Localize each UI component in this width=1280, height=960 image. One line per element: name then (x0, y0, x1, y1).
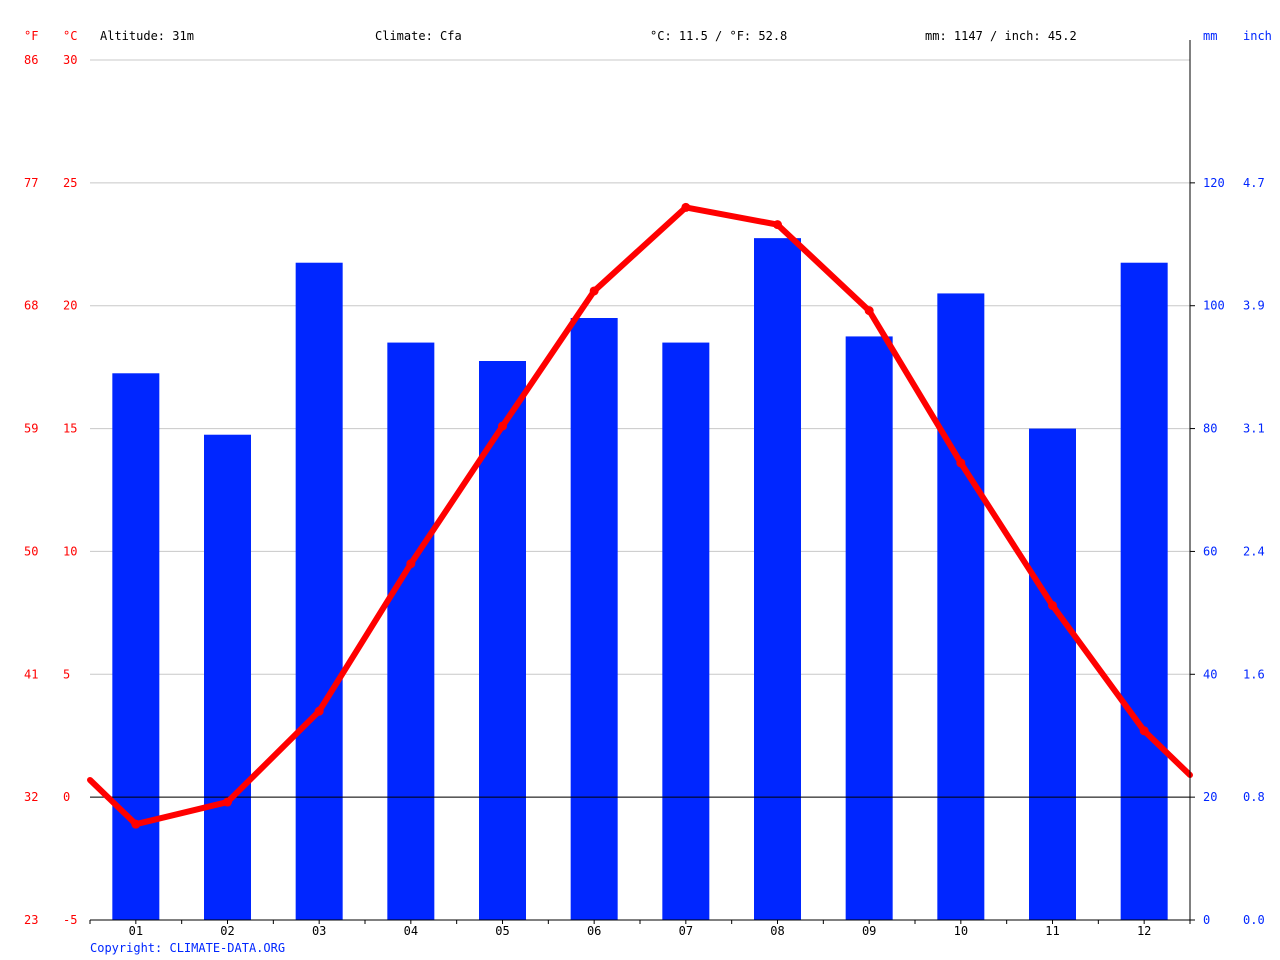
fahrenheit-tick-label: 41 (24, 667, 38, 681)
temperature-point (1048, 600, 1057, 610)
inch-tick-label: 3.1 (1243, 422, 1265, 436)
temperature-point (681, 202, 691, 212)
month-tick-label: 06 (587, 924, 601, 938)
month-tick-label: 02 (220, 924, 234, 938)
month-tick-label: 12 (1137, 924, 1151, 938)
fahrenheit-tick-label: 77 (24, 176, 38, 190)
celsius-tick-label: -5 (63, 913, 77, 927)
axes (89, 40, 1195, 924)
temperature-point (589, 286, 599, 296)
temperature-point (773, 220, 782, 230)
precipitation-bar (479, 361, 526, 920)
celsius-tick-label: 15 (63, 422, 77, 436)
precipitation-bar (754, 238, 801, 921)
month-tick-label: 03 (312, 924, 326, 938)
temperature-point (498, 421, 507, 431)
inch-tick-label: 4.7 (1243, 176, 1265, 190)
mm-tick-label: 40 (1203, 667, 1217, 681)
fahrenheit-tick-label: 23 (24, 913, 38, 927)
precipitation-bar (112, 373, 160, 920)
mm-tick-label: 0 (1203, 913, 1210, 927)
temperature-point (406, 559, 416, 569)
precipitation-bar (937, 293, 985, 920)
average-temperature-label: °C: 11.5 / °F: 52.8 (650, 29, 787, 43)
temperature-point (131, 819, 141, 829)
copyright-text: Copyright: CLIMATE-DATA.ORG (90, 941, 285, 955)
precipitation-bar (1120, 262, 1168, 920)
altitude-label: Altitude: 31m (100, 29, 194, 43)
celsius-tick-label: 10 (63, 544, 77, 558)
celsius-tick-label: 5 (63, 667, 70, 681)
fahrenheit-tick-label: 32 (24, 790, 38, 804)
mm-tick-label: 80 (1203, 422, 1217, 436)
gridlines (90, 59, 1190, 798)
month-tick-label: 11 (1045, 924, 1059, 938)
inch-tick-label: 2.4 (1243, 544, 1265, 558)
month-tick-label: 01 (129, 924, 143, 938)
inch-tick-label: 3.9 (1243, 299, 1265, 313)
celsius-tick-label: 20 (63, 299, 77, 313)
precipitation-bar (387, 342, 435, 921)
temperature-point (314, 706, 324, 716)
celsius-unit-label: °C (63, 29, 77, 43)
celsius-tick-label: 30 (63, 53, 77, 67)
inch-tick-label: 1.6 (1243, 667, 1265, 681)
temperature-line (87, 202, 1193, 829)
precipitation-bar (845, 336, 893, 920)
precipitation-bar (570, 318, 618, 920)
temperature-point (223, 797, 232, 807)
fahrenheit-unit-label: °F (24, 29, 38, 43)
month-tick-label: 10 (954, 924, 968, 938)
fahrenheit-tick-label: 68 (24, 299, 38, 313)
climate-label: Climate: Cfa (375, 29, 462, 43)
temperature-point (1139, 726, 1149, 736)
mm-tick-label: 20 (1203, 790, 1217, 804)
month-tick-label: 08 (770, 924, 784, 938)
fahrenheit-tick-label: 50 (24, 544, 38, 558)
precipitation-bar (1029, 428, 1076, 920)
precipitation-bar (662, 342, 710, 921)
inch-tick-label: 0.8 (1243, 790, 1265, 804)
celsius-tick-label: 0 (63, 790, 70, 804)
month-tick-label: 04 (404, 924, 418, 938)
celsius-tick-label: 25 (63, 176, 77, 190)
mm-unit-label: mm (1203, 29, 1217, 43)
temperature-point (864, 306, 874, 316)
inch-tick-label: 0.0 (1243, 913, 1265, 927)
temperature-point (956, 458, 966, 468)
month-tick-label: 05 (495, 924, 509, 938)
inch-unit-label: inch (1243, 29, 1272, 43)
mm-tick-label: 120 (1203, 176, 1225, 190)
precipitation-bars (112, 238, 1168, 921)
precipitation-bar (295, 262, 343, 920)
mm-tick-label: 60 (1203, 544, 1217, 558)
month-tick-label: 07 (679, 924, 693, 938)
precipitation-total-label: mm: 1147 / inch: 45.2 (925, 29, 1077, 43)
temperature-series-line (87, 204, 1193, 828)
month-tick-label: 09 (862, 924, 876, 938)
precipitation-bar (204, 434, 251, 920)
fahrenheit-tick-label: 86 (24, 53, 38, 67)
mm-tick-label: 100 (1203, 299, 1225, 313)
fahrenheit-tick-label: 59 (24, 422, 38, 436)
